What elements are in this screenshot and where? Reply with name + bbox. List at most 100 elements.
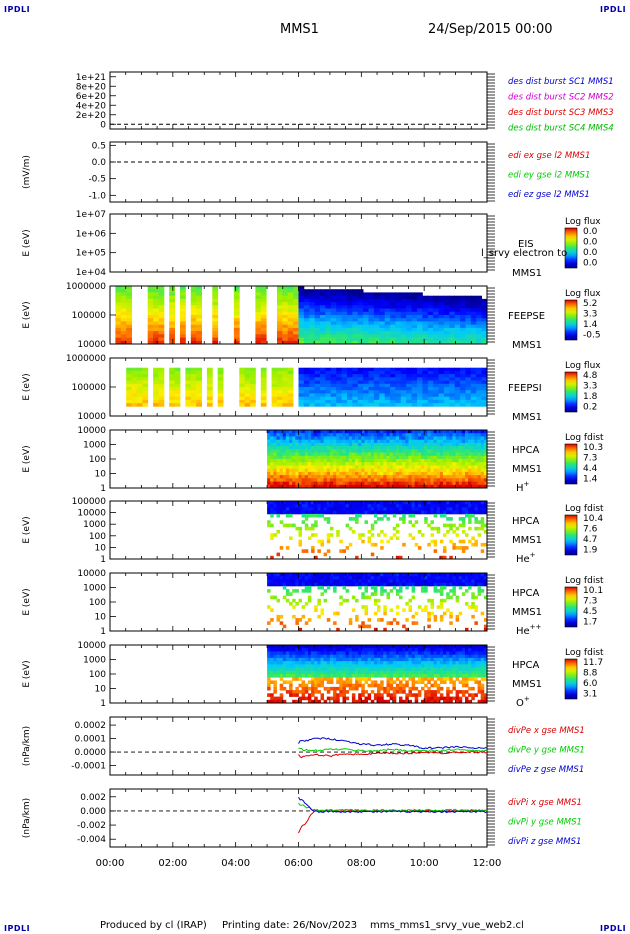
panel-hpca_he-colorbar-label: 10.4 bbox=[583, 514, 603, 524]
panel-divpe-ylabel: (nPa/km) bbox=[22, 726, 32, 766]
panel-eis-instrument: EIS bbox=[518, 239, 534, 250]
panel-hpca_hepp-species: He++ bbox=[516, 623, 542, 637]
panel-hpca_hepp-instrument: HPCA bbox=[512, 588, 540, 599]
panel-eis-tick-label: 1e+05 bbox=[76, 249, 106, 259]
panel-hpca_he-colorbar bbox=[564, 514, 578, 556]
panel-divpe bbox=[109, 716, 488, 776]
x-tick-label: 12:00 bbox=[473, 858, 502, 869]
corner-label-top-left: IPDLI bbox=[4, 5, 31, 14]
panel-divpi-legend-entry: divPi x gse MMS1 bbox=[508, 798, 582, 808]
panel-hpca_hepp-spectrogram bbox=[267, 573, 488, 632]
panel-des_dist_burst bbox=[109, 71, 488, 130]
panel-edi bbox=[109, 141, 488, 203]
x-tick-label: 06:00 bbox=[284, 858, 313, 869]
panel-divpe-legend-entry: divPe y gse MMS1 bbox=[508, 746, 585, 756]
panel-hpca_o-tick-label: 100 bbox=[89, 670, 106, 680]
panel-hpca_he-tick-label: 100 bbox=[89, 532, 106, 542]
panel-hpca_o-minor-ticks bbox=[109, 645, 495, 703]
panel-eis-spacecraft: MMS1 bbox=[512, 268, 542, 279]
panel-divpi-series-2 bbox=[298, 802, 488, 812]
panel-feeps_e-spacecraft: MMS1 bbox=[512, 340, 542, 351]
panel-edi-tick-label: -1.0 bbox=[88, 191, 106, 201]
footer-printing-date: Printing date: 26/Nov/2023 bbox=[222, 920, 358, 931]
panel-divpi-tick-label: 0.002 bbox=[80, 793, 106, 803]
panel-divpi-tick-label: 0.000 bbox=[80, 807, 106, 817]
panel-hpca_h-ylabel: E (eV) bbox=[22, 445, 32, 472]
panel-eis-colorbar-label: 0.0 bbox=[583, 227, 598, 237]
panel-hpca_he-colorbar-label: 7.6 bbox=[583, 525, 598, 535]
panel-hpca_hepp-ylabel: E (eV) bbox=[22, 588, 32, 615]
panel-divpe-series-3 bbox=[298, 737, 488, 750]
panel-feeps_i-colorbar-title: Log flux bbox=[565, 361, 601, 371]
panel-hpca_he-ylabel: E (eV) bbox=[22, 516, 32, 543]
panel-feeps_e-colorbar-label: 5.2 bbox=[583, 299, 597, 309]
panel-des_dist_burst-tick-label: 8e+20 bbox=[76, 82, 107, 92]
panel-feeps_i-instrument: FEEPSI bbox=[508, 383, 542, 394]
panel-hpca_o-colorbar-title: Log fdist bbox=[565, 648, 604, 658]
panel-hpca_hepp-spacecraft: MMS1 bbox=[512, 607, 542, 618]
panel-feeps_e-tick-label: 100000 bbox=[72, 311, 107, 321]
panel-divpe-tick-label: 0.0002 bbox=[75, 721, 107, 731]
panel-hpca_hepp-colorbar-title: Log fdist bbox=[565, 576, 604, 586]
panel-hpca_h-spectrogram bbox=[267, 430, 488, 489]
panel-hpca_h-instrument: HPCA bbox=[512, 445, 540, 456]
panel-divpi-legend-entry: divPi y gse MMS1 bbox=[508, 818, 582, 828]
panel-hpca_hepp-tick-label: 1 bbox=[100, 627, 106, 637]
panel-hpca_o-colorbar-label: 6.0 bbox=[583, 679, 598, 689]
panel-hpca_o-ylabel: E (eV) bbox=[22, 660, 32, 687]
panel-hpca_h-tick-label: 100 bbox=[89, 455, 106, 465]
footer-produced-by: Produced by cl (IRAP) bbox=[100, 920, 207, 931]
panel-hpca_o-spectrogram bbox=[267, 645, 488, 704]
panel-eis-minor-ticks bbox=[109, 214, 495, 272]
x-tick-label: 08:00 bbox=[347, 858, 376, 869]
panel-des_dist_burst-tick-label: 0 bbox=[100, 120, 106, 130]
panel-hpca_o-tick-label: 1 bbox=[100, 699, 106, 709]
panel-hpca_hepp-colorbar bbox=[564, 586, 578, 628]
panel-hpca_hepp-colorbar-label: 10.1 bbox=[583, 586, 603, 596]
panel-hpca_h-colorbar-label: 1.4 bbox=[583, 475, 598, 485]
panel-feeps_i-spectrogram bbox=[126, 367, 488, 407]
panel-des_dist_burst-tick-label: 2e+20 bbox=[76, 111, 107, 121]
panel-eis-colorbar-title: Log flux bbox=[565, 217, 601, 227]
panel-divpe-series-2 bbox=[298, 747, 488, 753]
panel-hpca_he-spacecraft: MMS1 bbox=[512, 535, 542, 546]
panel-hpca_o-tick-label: 10 bbox=[95, 685, 107, 695]
panel-hpca_h-tick-label: 1 bbox=[100, 484, 106, 494]
panel-hpca_o-colorbar-label: 11.7 bbox=[583, 658, 603, 668]
panel-feeps_e-colorbar-title: Log flux bbox=[565, 289, 601, 299]
panel-hpca_o-spacecraft: MMS1 bbox=[512, 679, 542, 690]
panel-feeps_i-colorbar bbox=[564, 371, 578, 413]
panel-divpi-minor-ticks bbox=[109, 789, 495, 847]
panel-des_dist_burst-tick-label: 6e+20 bbox=[76, 92, 107, 102]
panel-feeps_e-colorbar bbox=[564, 299, 578, 341]
panel-divpi-tick-label: -0.002 bbox=[77, 821, 106, 831]
panel-edi-minor-ticks bbox=[109, 142, 495, 202]
panel-hpca_he-colorbar-label: 1.9 bbox=[583, 546, 598, 556]
panel-edi-ylabel: (mV/m) bbox=[22, 155, 32, 189]
panel-divpi-tick-label: -0.004 bbox=[77, 835, 106, 845]
panel-hpca_h-tick-label: 1000 bbox=[83, 441, 106, 451]
panel-hpca_he-species: He+ bbox=[516, 551, 536, 565]
panel-hpca_he-tick-label: 1 bbox=[100, 555, 106, 565]
panel-hpca_he-tick-label: 10 bbox=[95, 543, 107, 553]
panel-feeps_e-colorbar-label: -0.5 bbox=[583, 331, 601, 341]
x-tick-label: 00:00 bbox=[96, 858, 125, 869]
panel-hpca_h-colorbar-label: 10.3 bbox=[583, 443, 603, 453]
panel-hpca_hepp-minor-ticks bbox=[109, 573, 495, 631]
panel-hpca_he-colorbar-label: 4.7 bbox=[583, 535, 597, 545]
panel-hpca_h-colorbar bbox=[564, 443, 578, 485]
panel-eis-colorbar-label: 0.0 bbox=[583, 248, 598, 258]
panel-divpe-tick-label: 0.0000 bbox=[75, 748, 107, 758]
panel-hpca_o-species: O+ bbox=[516, 695, 530, 709]
panel-feeps_i-spacecraft: MMS1 bbox=[512, 412, 542, 423]
panel-des_dist_burst-legend-entry: des dist burst SC3 MMS3 bbox=[508, 108, 614, 118]
panel-hpca_o-tick-label: 1000 bbox=[83, 656, 106, 666]
panel-hpca_he-tick-label: 1000 bbox=[83, 520, 106, 530]
panel-feeps_i-colorbar-label: 0.2 bbox=[583, 403, 597, 413]
footer-file-name: mms_mms1_srvy_vue_web2.cl bbox=[370, 920, 524, 931]
panel-hpca_h-spacecraft: MMS1 bbox=[512, 464, 542, 475]
panel-feeps_i-minor-ticks bbox=[109, 358, 495, 416]
panel-eis-colorbar-label: 0.0 bbox=[583, 238, 598, 248]
panel-des_dist_burst-minor-ticks bbox=[109, 72, 495, 129]
